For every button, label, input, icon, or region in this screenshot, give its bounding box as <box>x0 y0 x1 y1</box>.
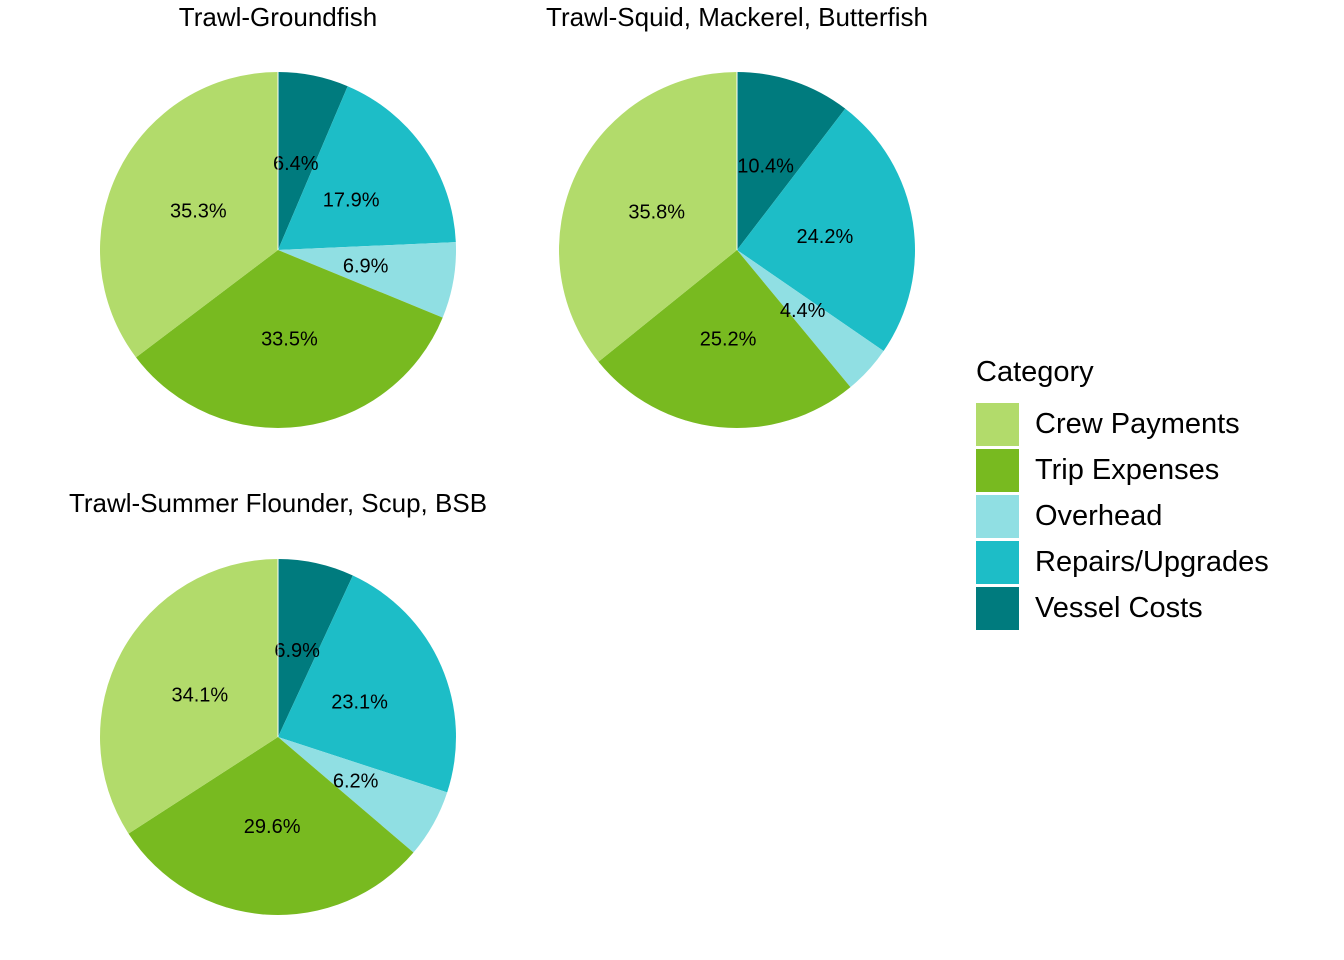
pie-slice-overhead <box>278 737 448 853</box>
slice-percent-label: 35.8% <box>628 202 685 224</box>
legend-label: Vessel Costs <box>1035 591 1203 624</box>
pie-slice-vessel-costs <box>278 559 353 737</box>
legend: Category Crew Payments Trip Expenses Ove… <box>976 356 1269 631</box>
slice-percent-label: 24.2% <box>797 226 854 248</box>
legend-item-vessel-costs: Vessel Costs <box>976 585 1269 631</box>
legend-swatch <box>976 586 1019 630</box>
legend-label: Crew Payments <box>1035 407 1240 440</box>
slice-percent-label: 23.1% <box>331 691 388 713</box>
panel-title-groundfish: Trawl-Groundfish <box>178 2 378 32</box>
pie-slice-repairs-upgrades <box>278 575 456 793</box>
legend-label: Trip Expenses <box>1035 453 1220 486</box>
pie-slice-overhead <box>278 242 456 318</box>
legend-swatch <box>976 540 1019 584</box>
slice-percent-label: 17.9% <box>323 189 380 211</box>
pie-slice-overhead <box>737 250 884 388</box>
slice-percent-label: 35.3% <box>170 200 227 222</box>
legend-swatch <box>976 402 1019 446</box>
legend-swatch <box>976 494 1019 538</box>
pie-slice-trip-expenses <box>598 250 851 428</box>
slice-percent-label: 34.1% <box>171 684 228 706</box>
pie-slice-trip-expenses <box>128 737 414 915</box>
slice-percent-label: 33.5% <box>261 328 318 350</box>
legend-label: Repairs/Upgrades <box>1035 545 1269 578</box>
slice-percent-label: 6.4% <box>273 153 319 175</box>
legend-item-crew-payments: Crew Payments <box>976 401 1269 447</box>
pie-slice-vessel-costs <box>737 72 846 250</box>
slice-percent-label: 25.2% <box>700 329 757 351</box>
pie-slice-repairs-upgrades <box>278 86 456 250</box>
legend-item-overhead: Overhead <box>976 493 1269 539</box>
slice-percent-label: 6.2% <box>333 771 379 793</box>
pie-slice-repairs-upgrades <box>737 108 916 351</box>
pie-slice-vessel-costs <box>278 72 348 250</box>
legend-item-repairs-upgrades: Repairs/Upgrades <box>976 539 1269 585</box>
slice-percent-label: 6.9% <box>274 640 320 662</box>
pie-squid-mackerel-butterfish: 10.4% 24.2% 4.4% 25.2% 35.8% <box>559 72 916 428</box>
slice-percent-label: 29.6% <box>244 816 301 838</box>
slice-percent-label: 4.4% <box>780 300 826 322</box>
pie-summer-flounder-scup-bsb: 6.9% 23.1% 6.2% 29.6% 34.1% <box>100 559 456 915</box>
pie-slice-crew-payments <box>559 72 737 362</box>
pie-slice-crew-payments <box>100 559 278 834</box>
pie-slice-crew-payments <box>99 72 278 358</box>
legend-item-trip-expenses: Trip Expenses <box>976 447 1269 493</box>
pie-groundfish: 6.4%17.9% 6.9% 33.5% 35.3% <box>99 72 456 429</box>
panel-title-flounder: Trawl-Summer Flounder, Scup, BSB <box>68 488 488 518</box>
slice-percent-label: 10.4% <box>737 156 794 178</box>
slice-percent-label: 6.9% <box>343 255 389 277</box>
legend-title: Category <box>976 356 1094 388</box>
pie-slice-trip-expenses <box>135 250 443 429</box>
panel-title-squid: Trawl-Squid, Mackerel, Butterfish <box>546 2 928 32</box>
legend-label: Overhead <box>1035 499 1163 532</box>
legend-swatch <box>976 448 1019 492</box>
